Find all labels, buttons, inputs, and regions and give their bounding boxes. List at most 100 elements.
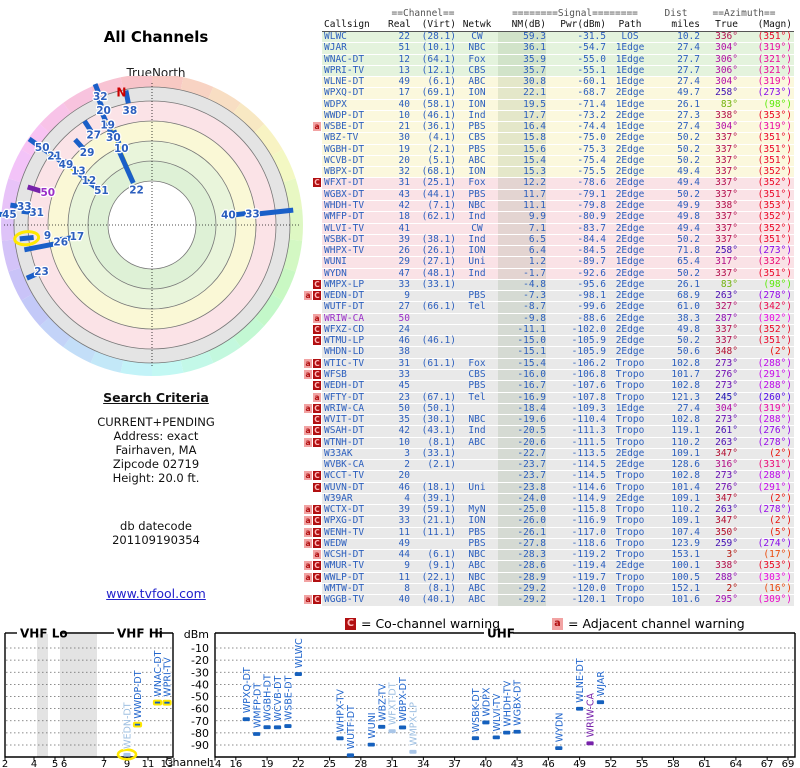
signal-marker-WHPX-TV[interactable] — [336, 736, 344, 741]
signal-marker-WMFP-DT[interactable] — [253, 732, 261, 736]
radar-marker-ch33[interactable] — [259, 207, 294, 217]
station-row-WUNI[interactable]: WUNI 29 (27.1) Uni 1.2 -89.7 1Edge 65.4 317° (332… — [322, 257, 794, 268]
signal-marker-WJAR[interactable] — [596, 700, 605, 705]
station-row-WCCT-TV[interactable]: a C WCCT-TV 20 -23.7 -114.5 Tropo 102.8 273° (288… — [304, 471, 794, 482]
station-row-WJAR[interactable]: WJAR 51 (10.1) NBC 36.1 -54.7 1Edge 27.4 304° (31… — [322, 42, 794, 54]
station-row-WHDN-LD[interactable]: WHDN-LD 38 -15.1 -105.9 2Edge 50.6 348° (2°) — [322, 347, 794, 358]
radar-marker-ch10[interactable] — [111, 129, 122, 145]
station-row-W39AR[interactable]: W39AR 4 (39.1) -24.0 -114.9 2Edge 109.1 347° (2°… — [322, 493, 794, 505]
radar-marker-ch27[interactable] — [82, 119, 94, 133]
station-row-WWLP-DT[interactable]: a C WWLP-DT 11 (22.1) NBC -28.9 -119.7 Tropo 100.… — [304, 572, 794, 584]
station-row-WTNH-DT[interactable]: a C WTNH-DT 10 (8.1) ABC -20.6 -111.5 Tropo 110.2… — [304, 437, 794, 448]
radar-marker-ch29[interactable] — [73, 137, 85, 151]
signal-marker-WRIW-CA[interactable] — [586, 741, 594, 746]
station-row-WPRI-TV[interactable]: WPRI-TV 13 (12.1) CBS 35.7 -55.1 1Edge 27.7 306°… — [322, 65, 794, 77]
station-row-WMFP-DT[interactable]: WMFP-DT 18 (62.1) Ind 9.9 -80.9 2Edge 49.8 337° (… — [322, 211, 794, 223]
station-row-WRIW-CA[interactable]: a WRIW-CA 50 -9.8 -88.6 2Edge 38.3 287° (302°) — [313, 313, 794, 324]
signal-marker-WYDN[interactable] — [555, 746, 563, 751]
station-row-WDPX[interactable]: WDPX 40 (58.1) ION 19.5 -71.4 1Edge 26.1 83° (98°… — [322, 99, 794, 110]
station-row-WFXZ-CD[interactable]: C WFXZ-CD 24 -11.1 -102.0 2Edge 49.8 337° (352°) — [313, 324, 794, 336]
radar-marker-ch32[interactable] — [92, 83, 102, 96]
station-row-WNAC-DT[interactable]: WNAC-DT 12 (64.1) Fox 35.9 -55.0 1Edge 27.7 306°… — [322, 54, 794, 65]
radar-marker-ch51[interactable] — [84, 178, 98, 190]
station-row-WGBX-DT[interactable]: WGBX-DT 43 (44.1) PBS 11.7 -79.1 2Edge 50.2 337°… — [322, 189, 794, 200]
signal-marker-WBZ-TV[interactable] — [378, 724, 386, 729]
signal-marker-WSBE-DT[interactable] — [284, 724, 292, 728]
signal-marker-WBPX-DT[interactable] — [398, 725, 407, 730]
station-row-WMTW-DT[interactable]: WMTW-DT 8 (8.1) ABC -29.2 -120.0 Tropo 152.1 2° (… — [322, 583, 794, 595]
station-row-WEDN-DT[interactable]: a C WEDN-DT 9 PBS -7.3 -98.1 2Edge 68.9 263° (278°… — [304, 290, 794, 302]
station-row-WUTF-DT[interactable]: WUTF-DT 27 (66.1) Tel -8.7 -99.6 2Edge 61.0 327°… — [322, 302, 794, 313]
signal-marker-WLVI-TV[interactable] — [492, 735, 500, 740]
station-row-WPXG-DT[interactable]: a C WPXG-DT 33 (21.1) ION -26.0 -116.9 Tropo 109.… — [304, 516, 794, 527]
signal-marker-WFXT-DT[interactable] — [388, 729, 396, 734]
station-row-WSAH-DT[interactable]: a C WSAH-DT 42 (43.1) Ind -20.5 -111.3 Tropo 119.… — [304, 426, 794, 437]
signal-marker-WHDH-TV[interactable] — [503, 730, 511, 735]
radar-marker-ch50[interactable] — [27, 136, 40, 148]
station-row-WCSH-DT[interactable]: a WCSH-DT 44 (6.1) NBC -28.3 -119.2 Tropo 153.1 3… — [313, 549, 794, 561]
radar-marker-ch23[interactable] — [25, 271, 37, 281]
radar-marker-ch22[interactable] — [117, 150, 136, 184]
radar-marker-ch17[interactable] — [57, 235, 72, 243]
signal-marker-WWDP-DT[interactable] — [132, 721, 143, 728]
station-row-WGBH-DT[interactable]: WGBH-DT 19 (2.1) PBS 15.6 -75.3 2Edge 50.2 337° (… — [322, 144, 794, 155]
station-row-WCTX-DT[interactable]: a C WCTX-DT 39 (59.1) MyN -25.0 -115.8 Tropo 110.… — [304, 504, 794, 516]
signal-marker-WCVB-DT[interactable] — [273, 725, 282, 730]
signal-marker-WUNI[interactable] — [367, 742, 375, 747]
radar-marker-ch33[interactable] — [10, 202, 21, 209]
station-row-WHPX-TV[interactable]: WHPX-TV 26 (26.1) ION 6.4 -84.5 2Edge 71.8 258° (… — [322, 245, 794, 257]
station-row-WMUR-TV[interactable]: a C WMUR-TV 9 (9.1) ABC -28.6 -119.4 2Edge 100.1 3… — [304, 561, 794, 572]
station-row-WLNE-DT[interactable]: WLNE-DT 49 (6.1) ABC 30.8 -60.1 1Edge 27.4 304° (… — [322, 76, 794, 88]
signal-marker-WMPX-LP[interactable] — [409, 749, 417, 754]
radar-marker-ch45[interactable] — [0, 211, 7, 218]
radar-marker-ch26[interactable] — [23, 241, 55, 253]
station-row-WMPX-LP[interactable]: C WMPX-LP 33 (33.1) -4.8 -95.6 2Edge 26.1 83° (98… — [313, 279, 794, 291]
radar-marker-ch30[interactable] — [104, 121, 114, 135]
station-row-WEDW[interactable]: a C WEDW 49 PBS -27.8 -118.6 Tropo 123.9 259° (274… — [304, 538, 794, 550]
station-row-WTIC-TV[interactable]: a C WTIC-TV 31 (61.1) Fox -15.4 -106.2 Tropo 102.… — [304, 358, 794, 369]
station-row-WBZ-TV[interactable]: WBZ-TV 30 (4.1) CBS 15.8 -75.0 2Edge 50.2 337° (3… — [322, 133, 794, 144]
radar-marker-ch50[interactable] — [26, 184, 43, 194]
station-row-WEDH-DT[interactable]: C WEDH-DT 45 PBS -16.7 -107.6 Tropo 102.8 273° (2… — [313, 380, 794, 392]
signal-marker-WSBK-DT[interactable] — [471, 736, 480, 741]
station-row-WLVI-TV[interactable]: WLVI-TV 41 CW 7.1 -83.7 2Edge 49.4 337° (352°) — [322, 223, 794, 234]
station-row-WBPX-DT[interactable]: WBPX-DT 32 (68.1) ION 15.3 -75.5 2Edge 49.4 337°… — [322, 166, 794, 178]
signal-marker-WUTF-DT[interactable] — [346, 753, 355, 758]
signal-marker-WNAC-DT[interactable] — [152, 699, 163, 706]
station-row-W33AK[interactable]: W33AK 3 (33.1) -22.7 -113.5 2Edge 109.1 347° (2°… — [322, 448, 794, 460]
station-row-WFXT-DT[interactable]: C WFXT-DT 31 (25.1) Fox 12.2 -78.6 2Edge 49.4 337… — [313, 178, 794, 189]
station-row-WLWC[interactable]: WLWC 22 (28.1) CW 59.3 -31.5 LOS 10.2 336° (351°) — [322, 31, 794, 43]
radar-marker-ch20[interactable] — [94, 94, 104, 108]
signal-marker-WGBX-DT[interactable] — [513, 729, 521, 734]
station-row-WENH-TV[interactable]: a C WENH-TV 11 (11.1) PBS -26.1 -117.0 Tropo 107.… — [304, 527, 794, 538]
station-row-WCVB-DT[interactable]: WCVB-DT 20 (5.1) ABC 15.4 -75.4 2Edge 50.2 337° (… — [322, 155, 794, 167]
radar-marker-ch9[interactable] — [19, 234, 34, 242]
signal-marker-WPXQ-DT[interactable] — [242, 717, 250, 722]
station-row-WHDH-TV[interactable]: WHDH-TV 42 (7.1) NBC 11.1 -79.8 2Edge 49.9 338° (… — [322, 200, 794, 212]
radar-marker-ch31[interactable] — [21, 208, 32, 215]
signal-marker-WEDN-DT[interactable] — [123, 752, 131, 757]
radar-marker-ch13[interactable] — [62, 158, 75, 171]
radar-marker-ch21[interactable] — [38, 144, 52, 156]
signal-marker-WLWC[interactable] — [294, 672, 302, 676]
radar-marker-ch40[interactable] — [235, 210, 249, 218]
signal-marker-WPRI-TV[interactable] — [162, 699, 172, 706]
station-row-WRIW-CA[interactable]: a C WRIW-CA 50 (50.1) -18.4 -109.3 1Edge 27.4 304… — [304, 403, 794, 415]
station-row-WWDP-DT[interactable]: WWDP-DT 10 (46.1) Ind 17.7 -73.2 2Edge 27.3 338°… — [322, 110, 794, 122]
signal-marker-WGBH-DT[interactable] — [263, 725, 271, 730]
station-row-WFTY-DT[interactable]: a WFTY-DT 23 (67.1) Tel -16.9 -107.8 Tropo 121.3… — [313, 392, 794, 403]
radar-marker-ch12[interactable] — [72, 168, 87, 181]
station-row-WSBE-DT[interactable]: a WSBE-DT 21 (36.1) PBS 16.4 -74.4 1Edge 27.4 304… — [313, 121, 794, 133]
station-row-WFSB[interactable]: a C WFSB 33 CBS -16.0 -106.8 Tropo 101.7 276° (291… — [304, 369, 794, 381]
station-row-WUVN-DT[interactable]: C WUVN-DT 46 (18.1) Uni -23.8 -114.6 Tropo 101.4… — [313, 482, 794, 493]
radar-marker-ch19[interactable] — [98, 107, 108, 122]
station-row-WGGB-TV[interactable]: a C WGGB-TV 40 (40.1) ABC -29.2 -120.1 Tropo 101.… — [304, 594, 794, 606]
station-row-WVIT-DT[interactable]: C WVIT-DT 35 (30.1) NBC -19.6 -110.4 Tropo 102.8… — [313, 414, 794, 426]
station-row-WYDN[interactable]: WYDN 47 (48.1) Ind -1.7 -92.6 2Edge 50.2 337° (35… — [322, 268, 794, 279]
station-row-WVBK-CA[interactable]: WVBK-CA 2 (2.1) -23.7 -114.5 2Edge 128.6 316° (3… — [322, 459, 794, 471]
station-row-WPXQ-DT[interactable]: WPXQ-DT 17 (69.1) ION 22.1 -68.7 2Edge 49.7 258°… — [322, 88, 794, 99]
signal-marker-WLNE-DT[interactable] — [576, 706, 584, 711]
signal-marker-WDPX[interactable] — [482, 720, 490, 725]
tvfool-link[interactable]: www.tvfool.com — [106, 586, 206, 601]
radar-marker-ch38[interactable] — [123, 90, 131, 104]
